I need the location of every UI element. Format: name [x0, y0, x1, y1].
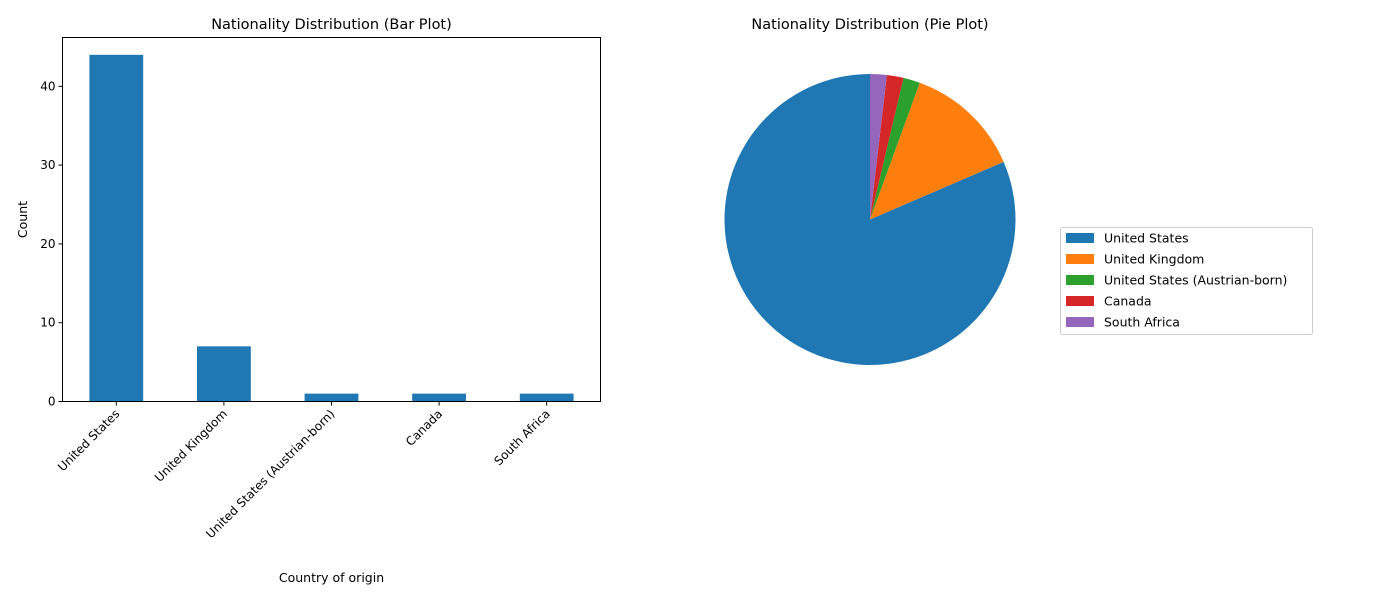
pie-slices	[724, 74, 1016, 365]
bar-chart-title: Nationality Distribution (Bar Plot)	[211, 17, 452, 33]
legend-label: United States	[1104, 231, 1189, 246]
legend-frame	[1060, 227, 1313, 335]
bar	[519, 393, 574, 402]
pie-slice	[870, 77, 920, 220]
y-tick-label: 40	[40, 79, 55, 93]
pie-legend: United States United Kingdom United States…	[1060, 227, 1313, 335]
y-tick-label: 0	[48, 395, 56, 409]
bar-x-axis-label: Country of origin	[279, 570, 384, 585]
pie-slice	[870, 82, 1004, 220]
x-tick-label: United States (Austrian-born)	[203, 407, 337, 541]
legend-label: United Kingdom	[1104, 252, 1204, 267]
x-tick-label: Canada	[403, 407, 445, 449]
legend-swatch	[1066, 317, 1094, 327]
legend-swatch	[1066, 233, 1094, 243]
y-tick-label: 10	[40, 316, 55, 330]
bar	[197, 346, 251, 402]
bar-marks	[89, 54, 574, 402]
legend-swatch	[1066, 296, 1094, 306]
y-tick-label: 30	[40, 158, 55, 172]
pie-chart: Nationality Distribution (Pie Plot) Unit…	[724, 17, 1313, 365]
bar	[304, 393, 359, 402]
bar-y-axis-label: Count	[15, 201, 30, 238]
x-tick-label: United Kingdom	[152, 407, 230, 485]
pie-slice	[724, 74, 1016, 365]
pie-slice	[870, 74, 904, 220]
legend-swatch	[1066, 254, 1094, 264]
x-tick-label: South Africa	[491, 407, 552, 468]
bar-chart: Nationality Distribution (Bar Plot) 0 10 2…	[15, 17, 601, 585]
legend-swatch	[1066, 275, 1094, 285]
legend-label: United States (Austrian-born)	[1104, 273, 1287, 288]
legend-label: Canada	[1104, 294, 1152, 309]
y-tick-label: 20	[40, 237, 55, 251]
bar-y-axis: 0 10 20 30 40	[40, 79, 63, 409]
bar-plot-frame	[62, 37, 601, 402]
bar	[89, 54, 144, 402]
legend-label: South Africa	[1104, 315, 1180, 330]
pie-slice	[870, 74, 887, 220]
bar	[412, 393, 466, 402]
pie-chart-title: Nationality Distribution (Pie Plot)	[751, 17, 988, 33]
x-tick-label: United States	[55, 407, 122, 474]
